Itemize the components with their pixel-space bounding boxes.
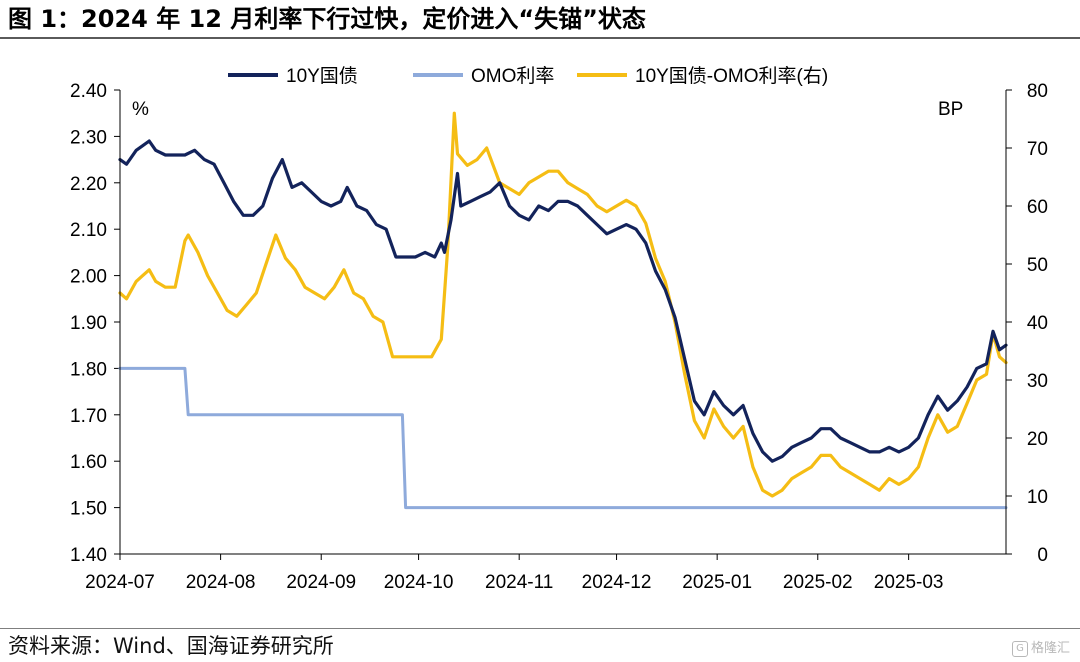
left-tick-label: 1.40 xyxy=(70,545,107,566)
line-chart: 10Y国债 OMO利率 10Y国债-OMO利率(右) 1.40 1.50 1.60 1.7… xyxy=(70,65,1048,593)
x-tick-label: 2025-01 xyxy=(682,572,752,593)
left-tick-label: 2.20 xyxy=(70,174,107,195)
series-line-spread xyxy=(118,111,1008,498)
legend-label: OMO利率 xyxy=(471,65,554,87)
right-tick-label: 80 xyxy=(1027,81,1048,102)
left-tick-label: 2.40 xyxy=(70,81,107,102)
left-tick-label: 2.30 xyxy=(70,127,107,148)
watermark-text: 格隆汇 xyxy=(1030,641,1070,656)
legend-label: 10Y国债 xyxy=(286,65,358,87)
legend-item-omo: OMO利率 xyxy=(413,65,554,87)
x-tick-label: 2024-11 xyxy=(485,572,553,593)
left-tick-label: 2.10 xyxy=(70,220,107,241)
title-divider xyxy=(0,37,1080,39)
x-tick-label: 2025-02 xyxy=(783,572,853,593)
series-line-omo xyxy=(118,366,1008,510)
right-tick-label: 10 xyxy=(1027,487,1048,508)
right-tick-label: 70 xyxy=(1027,139,1048,160)
legend-item-spread: 10Y国债-OMO利率(右) xyxy=(577,65,828,87)
right-tick-label: 0 xyxy=(1037,545,1048,566)
watermark: G 格隆汇 xyxy=(1011,640,1070,658)
left-tick-label: 1.80 xyxy=(70,359,107,380)
source-note: 资料来源：Wind、国海证券研究所 xyxy=(8,634,334,658)
chart-legend: 10Y国债 OMO利率 10Y国债-OMO利率(右) xyxy=(228,65,828,87)
left-tick-label: 2.00 xyxy=(70,267,107,288)
figure-title: 图 1：2024 年 12 月利率下行过快，定价进入“失锚”状态 xyxy=(8,5,646,33)
right-tick-label: 60 xyxy=(1027,197,1048,218)
x-tick-label: 2025-03 xyxy=(874,572,944,593)
right-tick-label: 30 xyxy=(1027,371,1048,392)
right-tick-label: 50 xyxy=(1027,255,1048,276)
left-axis-ticks: 1.40 1.50 1.60 1.70 1.80 1.90 2.00 2.10 2.20 2.30… xyxy=(70,81,120,566)
left-axis-unit: % xyxy=(132,99,149,120)
x-tick-label: 2024-10 xyxy=(384,572,454,593)
right-tick-label: 20 xyxy=(1027,429,1048,450)
left-tick-label: 1.70 xyxy=(70,406,107,427)
x-tick-label: 2024-08 xyxy=(186,572,256,593)
series-line-10y xyxy=(118,139,1008,463)
legend-label: 10Y国债-OMO利率(右) xyxy=(635,65,828,87)
left-tick-label: 1.60 xyxy=(70,452,107,473)
right-tick-label: 40 xyxy=(1027,313,1048,334)
x-axis-ticks: 2024-07 2024-08 2024-09 2024-10 2024-11 2024-… xyxy=(85,554,944,593)
source-divider xyxy=(0,628,1080,629)
right-axis-unit: BP xyxy=(938,99,963,120)
x-tick-label: 2024-07 xyxy=(85,572,155,593)
x-tick-label: 2024-12 xyxy=(582,572,652,593)
left-tick-label: 1.90 xyxy=(70,313,107,334)
legend-item-10y: 10Y国债 xyxy=(228,65,358,87)
left-tick-label: 1.50 xyxy=(70,499,107,520)
watermark-logo-icon: G xyxy=(1011,640,1028,657)
series-lines xyxy=(118,111,1008,510)
right-axis-ticks: 0 10 20 30 40 50 60 70 80 xyxy=(1006,81,1048,566)
x-tick-label: 2024-09 xyxy=(286,572,356,593)
